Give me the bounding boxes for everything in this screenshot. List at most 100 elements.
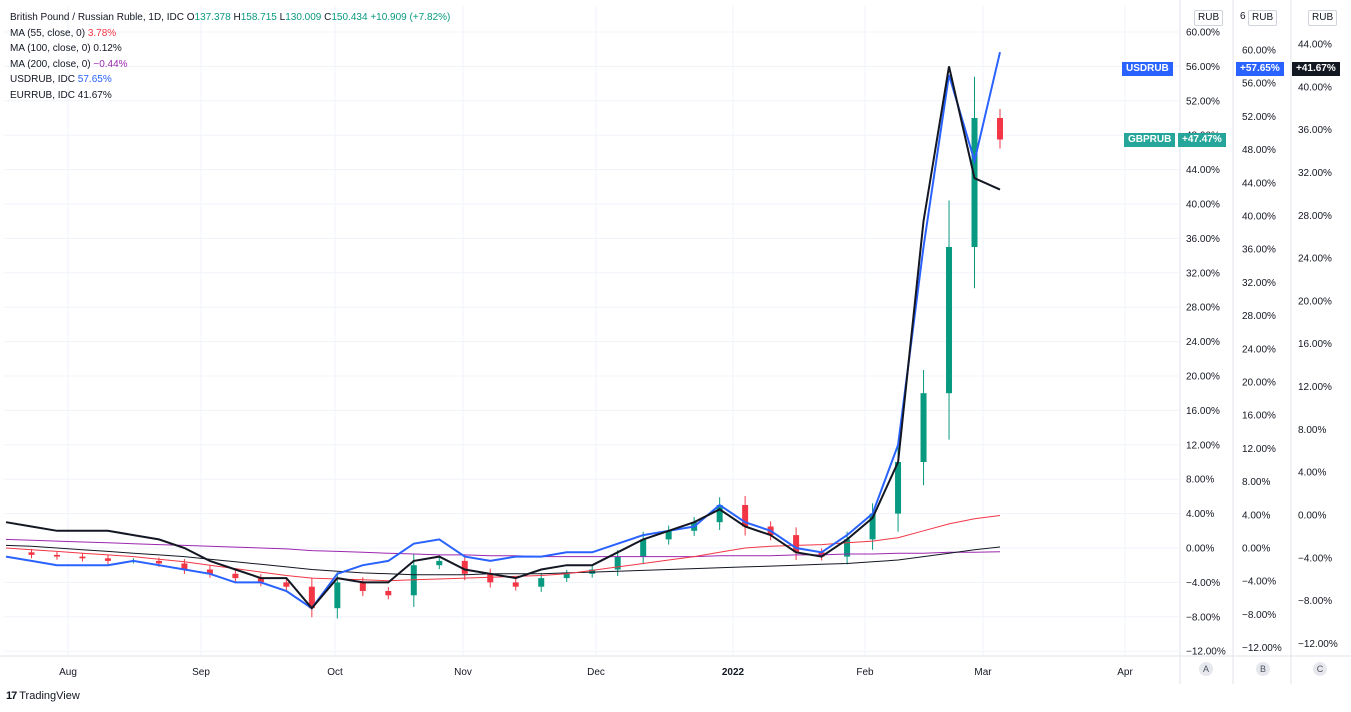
candle-body — [538, 578, 545, 587]
y-axis-b: 60.00% 56.00% 52.00% 48.00% 44.00% 40.00% 36.0… — [1242, 46, 1282, 655]
y-tick-c: 12.00% — [1298, 382, 1332, 393]
candle-body — [844, 539, 851, 557]
candle-body — [53, 554, 60, 557]
x-tick: Nov — [454, 667, 472, 678]
y-tick-a: 36.00% — [1186, 234, 1220, 245]
candle-body — [716, 505, 723, 523]
high-value: 158.715 — [240, 12, 277, 23]
unit-button-a[interactable]: RUB — [1194, 10, 1224, 26]
candle-body — [206, 569, 213, 574]
legend-eurrub[interactable]: EURRUB, IDC 41.67% — [10, 89, 112, 101]
series-lines — [5, 51, 1001, 610]
y-tick-b: 36.00% — [1242, 245, 1276, 256]
gbprub-candles — [28, 76, 1003, 619]
unit-button-b[interactable]: RUB — [1248, 10, 1278, 26]
y-tick-b: 8.00% — [1242, 477, 1270, 488]
candle-body — [461, 560, 468, 574]
y-tick-a: −12.00% — [1186, 647, 1226, 658]
y-tick-c: 36.00% — [1298, 125, 1332, 136]
candle-body — [971, 118, 978, 247]
candle-body — [28, 552, 35, 555]
y-tick-b: 44.00% — [1242, 178, 1276, 189]
usdrub-value-badge: +57.65% — [1236, 62, 1284, 76]
y-tick-a: 60.00% — [1186, 28, 1220, 39]
grid — [0, 0, 1351, 684]
y-tick-b: −12.00% — [1242, 643, 1282, 654]
usdrub-line — [5, 51, 1001, 610]
y-axis-c: 44.00% 40.00% 36.00% 32.00% 28.00% 24.00% 20.0… — [1298, 40, 1338, 650]
candle-body — [742, 505, 749, 527]
y-tick-a: 24.00% — [1186, 337, 1220, 348]
y-tick-b: 24.00% — [1242, 344, 1276, 355]
candle-body — [793, 535, 800, 553]
x-tick: 2022 — [722, 667, 745, 678]
y-tick-a: 40.00% — [1186, 200, 1220, 211]
y-tick-a: 0.00% — [1186, 544, 1214, 555]
y-tick-a: 44.00% — [1186, 165, 1220, 176]
ma200-line — [5, 538, 1001, 558]
y-tick-b: 60.00% — [1242, 46, 1276, 57]
scale-label-b[interactable]: B — [1256, 662, 1270, 676]
y-tick-a: 12.00% — [1186, 440, 1220, 451]
x-tick: Apr — [1117, 667, 1133, 678]
open-value: 137.378 — [194, 12, 231, 23]
y-tick-b: 4.00% — [1242, 510, 1270, 521]
legend-ma200[interactable]: MA (200, close, 0) −0.44% — [10, 58, 128, 70]
change-value: +10.909 (+7.82%) — [370, 12, 451, 23]
unit-prefix-b: 6 — [1240, 10, 1246, 24]
y-tick-c: 0.00% — [1298, 511, 1326, 522]
y-tick-c: 20.00% — [1298, 296, 1332, 307]
candle-body — [640, 539, 647, 557]
candle-body — [359, 582, 366, 591]
unit-button-c[interactable]: RUB — [1308, 10, 1338, 26]
tradingview-watermark[interactable]: 17 TradingView — [6, 690, 80, 702]
usdrub-name-badge: USDRUB — [1122, 62, 1173, 76]
y-tick-a: 8.00% — [1186, 475, 1214, 486]
chart-legend: British Pound / Russian Ruble, 1D, IDC O… — [10, 10, 450, 103]
candle-body — [283, 582, 290, 587]
y-tick-b: 16.00% — [1242, 411, 1276, 422]
legend-ma100[interactable]: MA (100, close, 0) 0.12% — [10, 43, 122, 54]
y-tick-c: 8.00% — [1298, 425, 1326, 436]
y-tick-c: −12.00% — [1298, 639, 1338, 650]
x-tick: Mar — [974, 667, 992, 678]
scale-label-c[interactable]: C — [1313, 662, 1327, 676]
y-tick-c: 44.00% — [1298, 40, 1332, 51]
x-tick: Aug — [59, 667, 77, 678]
x-tick: Sep — [192, 667, 210, 678]
candle-body — [512, 582, 519, 587]
y-tick-c: 40.00% — [1298, 82, 1332, 93]
y-tick-b: 32.00% — [1242, 278, 1276, 289]
candle-body — [920, 393, 927, 462]
symbol-header[interactable]: British Pound / Russian Ruble, 1D, IDC O… — [10, 12, 451, 23]
y-tick-b: 52.00% — [1242, 112, 1276, 123]
y-tick-a: 20.00% — [1186, 372, 1220, 383]
scale-label-a[interactable]: A — [1199, 662, 1213, 676]
candle-body — [895, 462, 902, 514]
y-tick-a: 56.00% — [1186, 62, 1220, 73]
x-tick: Dec — [587, 667, 605, 678]
gbprub-name-badge: GBPRUB — [1124, 133, 1176, 147]
candle-body — [563, 573, 570, 579]
y-tick-b: 12.00% — [1242, 444, 1276, 455]
y-tick-c: 16.00% — [1298, 339, 1332, 350]
candle-body — [436, 560, 443, 566]
y-axis-a: 60.00%56.00%52.00%48.00%44.00%40.00%36.0… — [1186, 28, 1226, 658]
legend-ma55[interactable]: MA (55, close, 0) 3.78% — [10, 27, 117, 39]
y-tick-b: 56.00% — [1242, 79, 1276, 90]
legend-usdrub[interactable]: USDRUB, IDC 57.65% — [10, 74, 112, 85]
candle-body — [232, 573, 239, 579]
y-tick-c: 24.00% — [1298, 254, 1332, 265]
candle-body — [614, 556, 621, 570]
y-tick-a: 52.00% — [1186, 96, 1220, 107]
close-value: 150.434 — [331, 12, 368, 23]
y-tick-b: −4.00% — [1242, 577, 1276, 588]
gbprub-value-badge: +47.47% — [1178, 133, 1226, 147]
candle-body — [385, 591, 392, 596]
candle-body — [869, 513, 876, 540]
tradingview-brand: TradingView — [19, 690, 80, 702]
candle-body — [665, 530, 672, 540]
y-tick-b: 20.00% — [1242, 378, 1276, 389]
x-tick: Oct — [327, 667, 343, 678]
